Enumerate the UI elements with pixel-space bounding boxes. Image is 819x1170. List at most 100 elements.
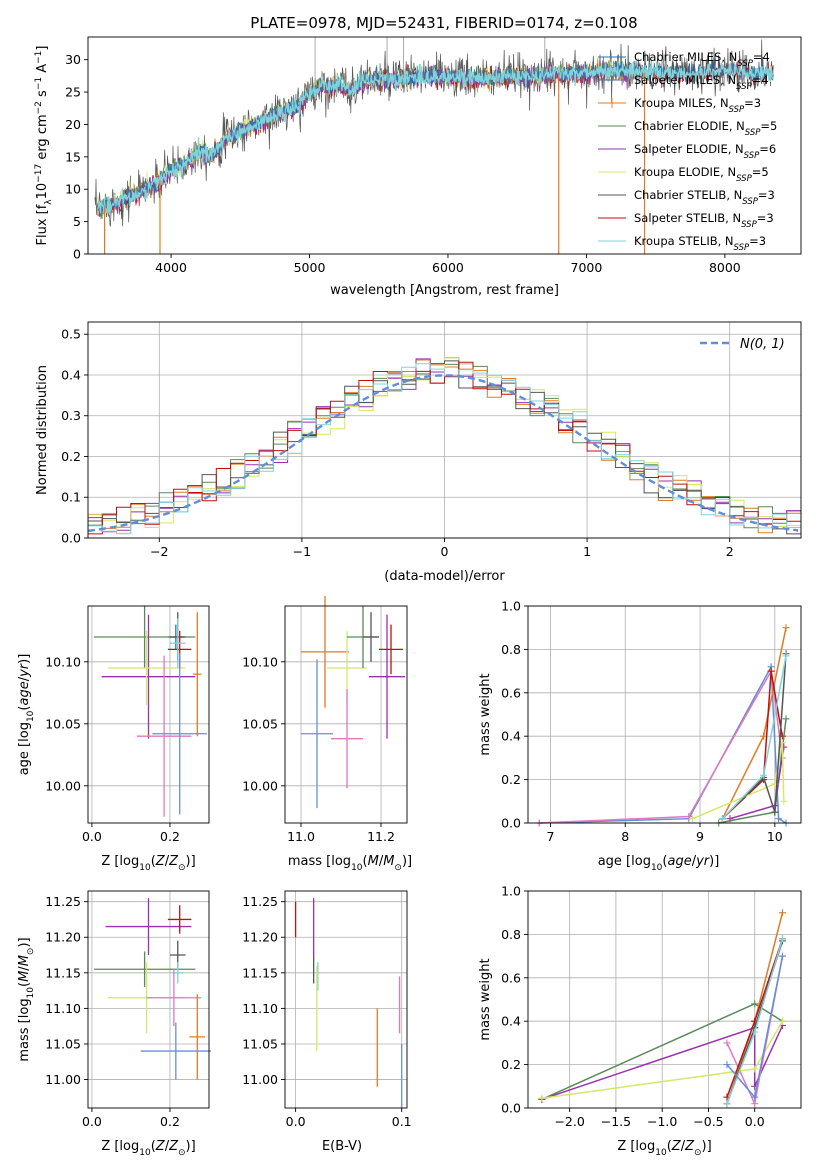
y-tick-label: 0.1 — [61, 490, 81, 505]
x-tick-label: 11.0 — [287, 829, 315, 844]
weight_vs_Z-panel: −2.0 −1.5 −1.0 −0.5 0.0 0.0 0.2 0.4 0.6 0.8 1.0 — [501, 884, 802, 1129]
y-tick-label: 11.05 — [45, 1036, 81, 1051]
y-tick-label: 11.15 — [242, 965, 278, 980]
spectrum-ylabel: Flux [fλ10−17 erg cm−2 s−1 A−1] — [34, 46, 54, 246]
x-tick-label: −0.5 — [693, 1114, 723, 1129]
x-tick-label: 7 — [546, 829, 554, 844]
y-tick-label: 11.25 — [242, 894, 278, 909]
weight-line — [539, 664, 787, 824]
y-tick-label: 0.5 — [61, 327, 81, 342]
y-tick-label: 0.2 — [501, 1057, 521, 1072]
x-tick-label: 0.0 — [286, 1114, 306, 1129]
spectrum-lines — [94, 37, 774, 254]
y-tick-label: 1.0 — [501, 884, 521, 899]
y-tick-label: 10 — [65, 182, 81, 197]
x-tick-label: 1 — [583, 544, 591, 559]
y-tick-label: 11.00 — [45, 1072, 81, 1087]
y-tick-label: 15 — [65, 149, 81, 164]
legend-label: Kroupa ELODIE, NSSP=5 — [634, 165, 769, 184]
y-tick-label: 0.0 — [61, 531, 81, 546]
mass-vs-Z-ylabel: mass [log10(M/M⊙)] — [17, 937, 36, 1061]
weight-vs-age-ylabel: mass weight — [478, 673, 493, 755]
axes-frame — [527, 605, 802, 824]
axes-frame — [527, 890, 802, 1109]
x-tick-label: 10 — [767, 829, 783, 844]
y-tick-label: 0.2 — [501, 772, 521, 787]
y-tick-label: 11.15 — [45, 965, 81, 980]
residuals-ylabel: Normed distribution — [35, 365, 50, 495]
spectrum-xlabel: wavelength [Angstrom, rest frame] — [330, 283, 559, 298]
x-tick-label: 4000 — [155, 260, 187, 275]
y-tick-label: 10.00 — [45, 778, 81, 793]
x-tick-label: 0.0 — [82, 1114, 102, 1129]
y-tick-label: 11.10 — [242, 1001, 278, 1016]
legend-label: Salpeter ELODIE, NSSP=6 — [634, 142, 776, 161]
x-tick-label: −1.5 — [601, 1114, 631, 1129]
x-tick-label: −2.0 — [554, 1114, 584, 1129]
x-tick-label: −1 — [293, 544, 311, 559]
x-tick-label: 0.1 — [392, 1114, 412, 1129]
x-tick-label: 7000 — [571, 260, 603, 275]
y-tick-label: 11.20 — [45, 930, 81, 945]
weight-line — [541, 1025, 784, 1101]
x-tick-label: 8000 — [709, 260, 741, 275]
y-tick-label: 10.10 — [242, 654, 278, 669]
y-tick-label: 0.6 — [501, 970, 521, 985]
y-tick-label: 1.0 — [501, 599, 521, 614]
spectrum-line — [97, 61, 774, 216]
legend-label: Chabrier MILES, NSSP=4 — [634, 50, 770, 69]
residual-histogram — [88, 363, 801, 535]
y-tick-label: 10.10 — [45, 654, 81, 669]
x-tick-label: −1.0 — [647, 1114, 677, 1129]
y-tick-label: 0.6 — [501, 685, 521, 700]
mass-vs-Z-xlabel: Z [log10(Z/Z⊙)] — [101, 1139, 195, 1158]
legend-label: Kroupa MILES, NSSP=3 — [634, 96, 761, 115]
axes-frame — [87, 36, 802, 255]
y-tick-label: 11.25 — [45, 894, 81, 909]
y-tick-label: 0.0 — [501, 1101, 521, 1116]
x-tick-label: 11.2 — [367, 829, 395, 844]
x-tick-label: 0.2 — [160, 1114, 180, 1129]
mass_vs_Z-panel: 0.0 0.2 11.00 11.05 11.10 11.15 11.20 11.25 — [45, 890, 211, 1129]
age_vs_mass-panel: 11.0 11.2 10.00 10.05 10.10 — [242, 596, 408, 844]
y-tick-label: 0.4 — [61, 367, 81, 382]
weight-vs-Z-ylabel: mass weight — [478, 958, 493, 1040]
x-tick-label: 6000 — [432, 260, 464, 275]
x-tick-label: 0.0 — [82, 829, 102, 844]
mass_vs_EBV-panel: 0.0 0.1 11.00 11.05 11.10 11.15 11.20 11.25 — [242, 890, 412, 1129]
y-tick-label: 0.3 — [61, 408, 81, 423]
residual-histogram — [88, 361, 801, 535]
weight-vs-age-xlabel: age [log10(age/yr)] — [598, 854, 720, 873]
x-tick-label: 0 — [441, 544, 449, 559]
legend-label: Chabrier ELODIE, NSSP=5 — [634, 119, 777, 138]
y-tick-label: 0.2 — [61, 449, 81, 464]
legend-label: N(0, 1) — [740, 337, 785, 352]
age-vs-Z-xlabel: Z [log10(Z/Z⊙)] — [101, 854, 195, 873]
age-vs-Z-ylabel: age [log10(age/yr)] — [17, 654, 36, 776]
y-tick-label: 10.05 — [242, 716, 278, 731]
y-tick-label: 30 — [65, 52, 81, 67]
legend-label: Salpeter MILES, NSSP=4 — [634, 73, 769, 92]
age-vs-mass-xlabel: mass [log10(M/M⊙)] — [288, 854, 412, 873]
weight-line — [539, 668, 784, 824]
weight_vs_age-panel: 7 8 9 10 0.0 0.2 0.4 0.6 0.8 1.0 — [501, 599, 802, 844]
legend-label: Salpeter STELIB, NSSP=3 — [634, 211, 774, 230]
legend-label: Kroupa STELIB, NSSP=3 — [634, 234, 766, 253]
x-tick-label: 5000 — [294, 260, 326, 275]
age_vs_Z-panel: 0.0 0.2 10.00 10.05 10.10 — [45, 605, 210, 844]
y-tick-label: 0.4 — [501, 1014, 521, 1029]
residual-steps — [88, 357, 801, 535]
weight-vs-Z-xlabel: Z [log10(Z/Z⊙)] — [617, 1139, 711, 1158]
y-tick-label: 5 — [73, 214, 81, 229]
y-tick-label: 11.20 — [242, 930, 278, 945]
x-tick-label: 2 — [726, 544, 734, 559]
y-tick-label: 0.8 — [501, 927, 521, 942]
gaussian-curve — [88, 374, 799, 533]
axes-frame — [87, 605, 210, 824]
x-tick-label: 9 — [696, 829, 704, 844]
axes-frame — [284, 890, 408, 1109]
y-tick-label: 11.05 — [242, 1036, 278, 1051]
x-tick-label: 0.2 — [160, 829, 180, 844]
residuals-panel: −2 −1 0 1 2 0.0 0.1 0.2 0.3 0.4 0.5 (data-model)/er… — [35, 321, 802, 584]
